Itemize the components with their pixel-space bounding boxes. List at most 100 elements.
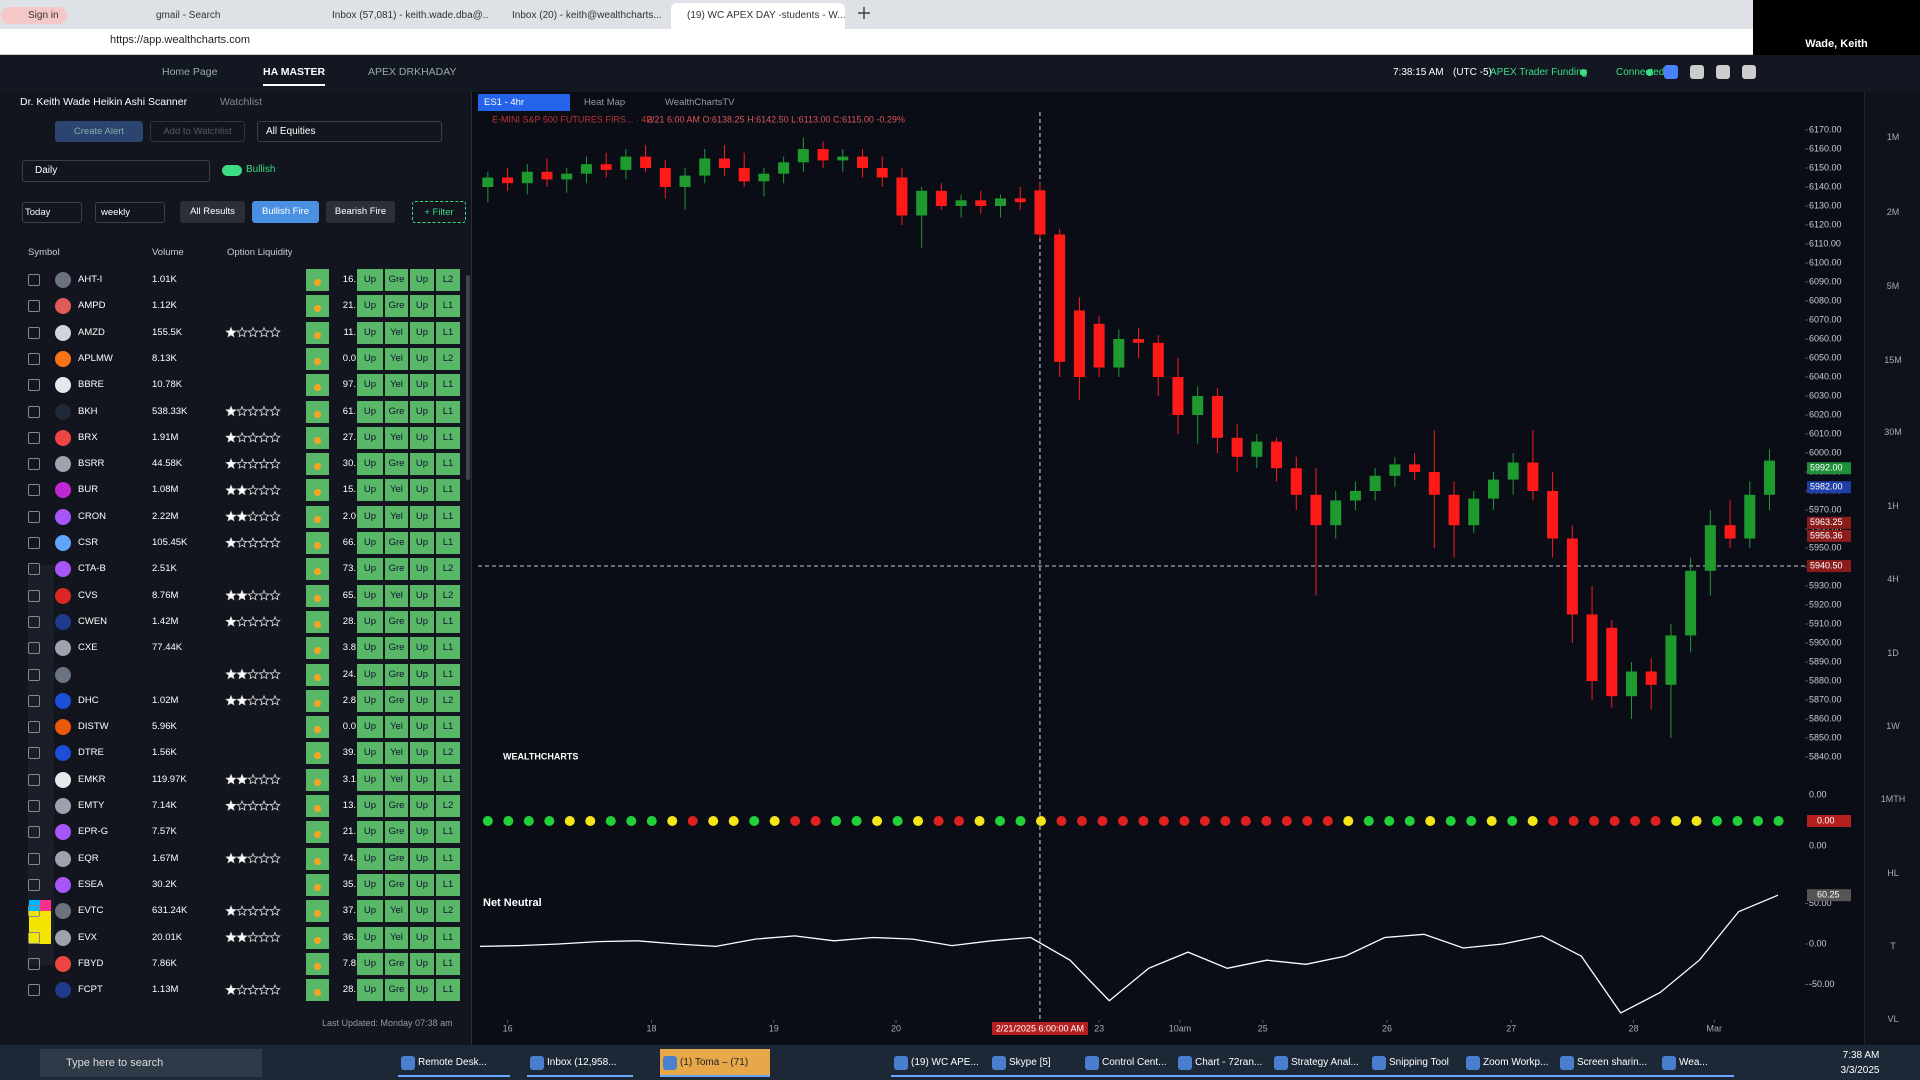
row-checkbox[interactable] (28, 668, 40, 681)
row-checkbox[interactable] (28, 984, 40, 997)
app-tab[interactable]: APEX DRKHADAY (368, 66, 457, 78)
row-checkbox[interactable] (28, 773, 40, 786)
timeframe-select[interactable]: Daily (22, 160, 210, 182)
symbol[interactable]: EMKR (78, 773, 106, 785)
symbol[interactable]: CTA-B (78, 563, 106, 575)
symbol[interactable]: EPR-G (78, 826, 109, 838)
browser-tab[interactable]: (19) WC APEX DAY -students - W... (671, 3, 845, 29)
account[interactable]: APEX Trader Funding (1490, 67, 1588, 78)
symbol[interactable]: AMZD (78, 326, 105, 338)
symbol[interactable]: AMPD (78, 300, 106, 312)
symbol[interactable]: FBYD (78, 957, 104, 969)
row-checkbox[interactable] (28, 957, 40, 970)
symbol[interactable]: BSRR (78, 458, 105, 470)
symbol[interactable]: EVX (78, 931, 98, 943)
row-checkbox[interactable] (28, 721, 40, 734)
row-checkbox[interactable] (28, 274, 40, 286)
filter-chip[interactable]: weekly (95, 202, 165, 223)
row-checkbox[interactable] (28, 905, 40, 918)
taskbar-app[interactable]: Skype [5] (989, 1049, 1085, 1077)
chart-tab[interactable]: WealthChartsTV (665, 97, 735, 108)
row-checkbox[interactable] (28, 563, 40, 576)
chart-tab[interactable]: ES1 - 4hr (478, 94, 570, 111)
browser-tab[interactable]: Sign in (28, 10, 59, 21)
symbol[interactable]: ESEA (78, 878, 104, 890)
symbol[interactable]: CVS (78, 589, 98, 601)
timeframe-button[interactable]: 15M (1884, 355, 1902, 366)
taskbar-app[interactable]: Chart - 72ran... (1175, 1049, 1281, 1077)
symbol[interactable]: BRX (78, 431, 98, 443)
browser-tab[interactable]: Inbox (57,081) - keith.wade.dba@... (332, 10, 488, 21)
symbol[interactable]: AHT-I (78, 274, 103, 285)
timeframe-button[interactable]: 1MTH (1880, 793, 1906, 804)
symbol[interactable]: EQR (78, 852, 99, 864)
timeframe-button[interactable]: 1D (1887, 647, 1899, 658)
view-button[interactable]: Bearish Fire (326, 201, 395, 223)
app-tab[interactable]: Home Page (162, 66, 218, 78)
chart-tab[interactable]: Heat Map (584, 97, 626, 108)
timeframe-button[interactable]: T (1890, 940, 1896, 951)
symbol[interactable]: FCPT (78, 984, 103, 996)
row-checkbox[interactable] (28, 537, 40, 549)
taskbar-app[interactable]: Wea... (1659, 1049, 1734, 1077)
taskbar-app[interactable]: Inbox (12,958... (527, 1049, 633, 1077)
app-tab[interactable]: HA MASTER (263, 66, 326, 86)
row-checkbox[interactable] (28, 352, 40, 365)
watchlist-tab[interactable]: Watchlist (220, 96, 263, 108)
row-checkbox[interactable] (28, 826, 40, 839)
timeframe-button[interactable]: 1M (1886, 132, 1900, 143)
taskbar-app[interactable]: (1) Toma – (71) (660, 1049, 770, 1077)
browser-tab[interactable]: Inbox (20) - keith@wealthcharts... (512, 10, 662, 21)
row-checkbox[interactable] (28, 800, 40, 812)
symbol[interactable]: EVTC (78, 905, 104, 917)
search-box[interactable]: Type here to search (40, 1049, 262, 1077)
symbol[interactable]: APLMW (78, 352, 113, 364)
row-checkbox[interactable] (28, 431, 40, 444)
taskbar-app[interactable]: Strategy Anal... (1271, 1049, 1379, 1077)
symbol[interactable]: DHC (78, 694, 99, 706)
symbol[interactable]: DISTW (78, 721, 109, 733)
row-checkbox[interactable] (28, 852, 40, 865)
symbol[interactable]: CRON (78, 510, 106, 522)
row-checkbox[interactable] (28, 615, 40, 628)
taskbar-app[interactable]: (19) WC APE... (891, 1049, 993, 1077)
taskbar-app[interactable]: Remote Desk... (398, 1049, 510, 1077)
view-button[interactable]: + Filter (412, 201, 466, 223)
row-checkbox[interactable] (28, 300, 40, 313)
row-checkbox[interactable] (28, 642, 40, 655)
universe-select[interactable]: All Equities (257, 121, 442, 142)
timeframe-button[interactable]: 30M (1884, 427, 1902, 438)
row-checkbox[interactable] (28, 510, 40, 523)
header-icon[interactable] (1690, 65, 1704, 79)
timeframe-button[interactable]: VL (1887, 1014, 1899, 1024)
row-checkbox[interactable] (28, 878, 40, 891)
timeframe-button[interactable]: 4H (1887, 574, 1899, 585)
row-checkbox[interactable] (28, 484, 40, 497)
symbol[interactable]: CXE (78, 642, 98, 654)
row-checkbox[interactable] (28, 458, 40, 471)
view-button[interactable]: Bullish Fire (252, 201, 319, 223)
symbol[interactable]: EMTY (78, 800, 105, 811)
symbol[interactable]: CSR (78, 537, 99, 548)
row-checkbox[interactable] (28, 931, 40, 944)
header-icon[interactable] (1664, 65, 1678, 79)
row-checkbox[interactable] (28, 326, 40, 339)
taskbar-app[interactable]: Screen sharin... (1557, 1049, 1666, 1077)
symbol[interactable]: BBRE (78, 379, 104, 391)
row-checkbox[interactable] (28, 405, 40, 418)
browser-tab[interactable]: gmail - Search (156, 10, 221, 21)
url[interactable]: https://app.wealthcharts.com (110, 34, 251, 46)
symbol[interactable]: DTRE (78, 747, 104, 759)
row-checkbox[interactable] (28, 694, 40, 707)
view-button[interactable]: All Results (180, 201, 245, 223)
taskbar-app[interactable]: Control Cent... (1082, 1049, 1189, 1077)
symbol[interactable]: BUR (78, 484, 99, 496)
timeframe-button[interactable]: 5M (1886, 280, 1900, 291)
row-checkbox[interactable] (28, 379, 40, 392)
toggle[interactable] (222, 165, 242, 176)
taskbar-app[interactable]: Snipping Tool (1369, 1049, 1471, 1077)
symbol[interactable]: BKH (78, 405, 98, 417)
create-alert-button[interactable]: Create Alert (55, 121, 143, 142)
taskbar-app[interactable]: Zoom Workp... (1463, 1049, 1565, 1077)
timeframe-button[interactable]: 2M (1886, 207, 1900, 218)
